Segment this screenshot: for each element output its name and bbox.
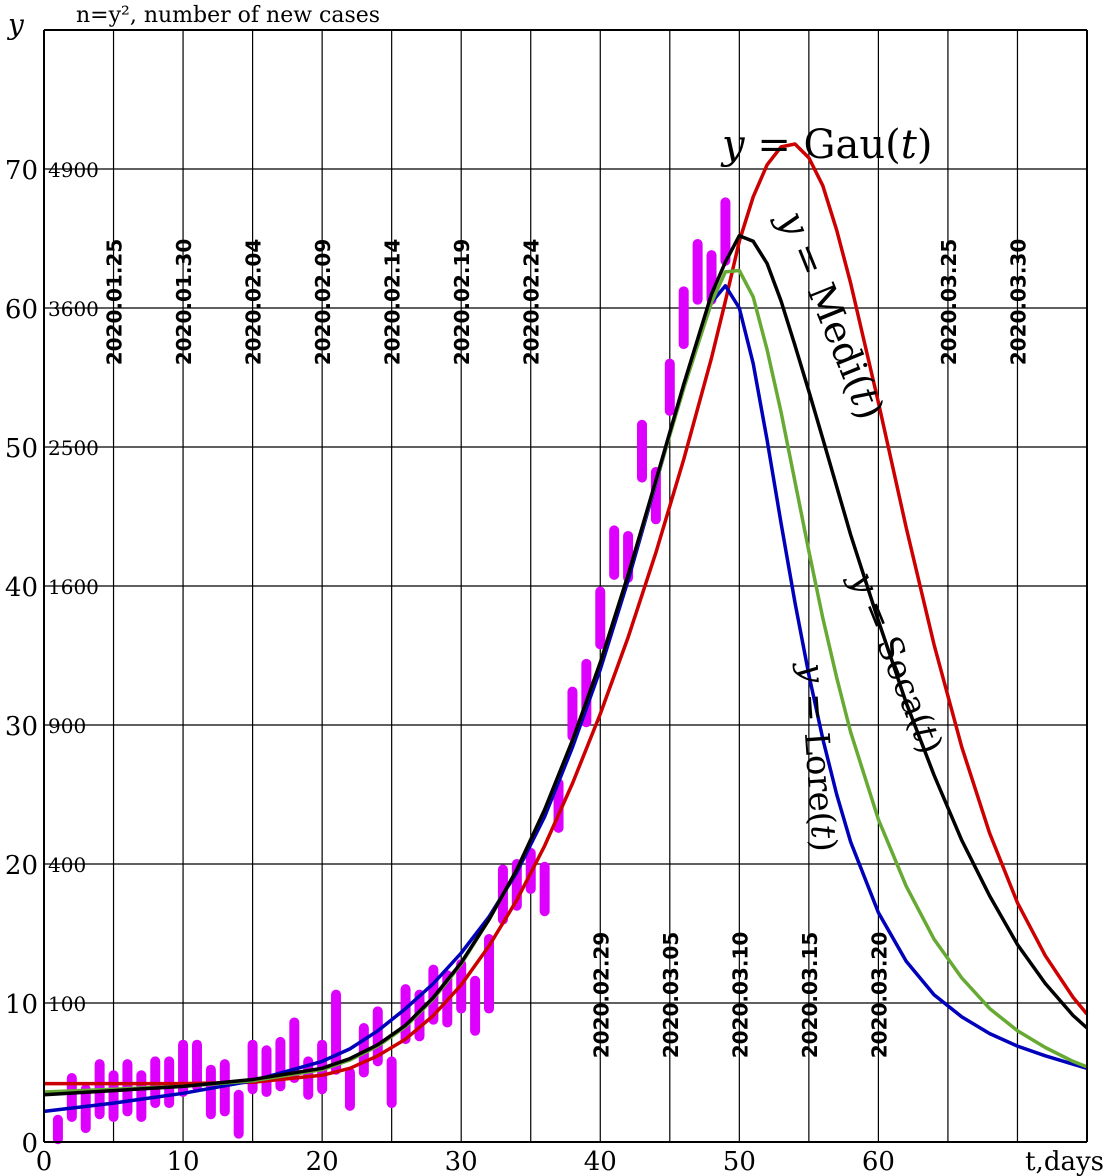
axes: 0 10 20 30 40 50 60 0 10 100 20 400 30 900 40 1600 50 250…	[5, 3, 1104, 1176]
series-line	[43, 284, 1088, 1114]
chart-title: n=y², number of new cases	[76, 3, 380, 28]
date-markers: 2020.01.25 2020.01.30 2020.02.04 2020.02.09…	[103, 239, 1031, 1059]
n-tick-label: 400	[48, 853, 86, 877]
date-label: 2020.03.25	[937, 239, 961, 366]
date-label: 2020.02.14	[381, 239, 405, 366]
date-label: 2020.02.09	[311, 239, 335, 366]
y-tick-label: 0	[21, 1129, 38, 1159]
y-tick-label: 10	[5, 990, 38, 1020]
date-label: 2020.02.24	[520, 239, 544, 366]
date-label: 2020.03.10	[728, 932, 752, 1059]
y-tick-label: 70	[5, 156, 38, 186]
medi-label: y = Medi(t)	[769, 203, 893, 426]
grid	[44, 30, 1087, 1142]
y-tick-label: 20	[5, 851, 38, 881]
n-tick-label: 3600	[48, 297, 99, 321]
y-axis-label: y	[6, 8, 25, 41]
seca-label: y = Seca(t)	[841, 565, 951, 760]
x-tick-label: 60	[862, 1147, 895, 1176]
x-tick-label: 20	[306, 1147, 339, 1176]
n-tick-label: 2500	[48, 436, 99, 460]
date-label: 2020.03.30	[1006, 239, 1030, 366]
date-label: 2020.02.19	[450, 239, 474, 366]
n-tick-label: 1600	[48, 575, 99, 599]
y-tick-label: 40	[5, 573, 38, 603]
n-tick-label: 900	[48, 714, 86, 738]
date-label: 2020.03.20	[867, 932, 891, 1059]
x-tick-label: 40	[584, 1147, 617, 1176]
x-tick-label: 0	[36, 1147, 53, 1176]
y-tick-label: 30	[5, 712, 38, 742]
x-tick-label: 30	[445, 1147, 478, 1176]
y-tick-label: 50	[5, 434, 38, 464]
date-label: 2020.01.30	[172, 239, 196, 366]
x-axis-label: t,days	[1025, 1147, 1104, 1176]
date-label: 2020.02.04	[242, 239, 266, 366]
date-label: 2020.03.15	[798, 932, 822, 1059]
gau-label: y = Gau(t)	[720, 122, 932, 168]
lore-label: y = Lore(t)	[791, 660, 844, 853]
series-line	[43, 233, 1089, 1097]
date-label: 2020.01.25	[103, 239, 127, 366]
x-tick-label: 50	[723, 1147, 756, 1176]
fitted-curves	[43, 142, 1089, 1114]
series-line	[44, 142, 1089, 1086]
series-line	[43, 268, 1088, 1094]
date-label: 2020.02.29	[589, 932, 613, 1059]
n-tick-label: 100	[48, 992, 86, 1016]
y-tick-label: 60	[5, 295, 38, 325]
date-label: 2020.03.05	[659, 932, 683, 1059]
n-tick-label: 4900	[48, 158, 99, 182]
x-tick-label: 10	[167, 1147, 200, 1176]
